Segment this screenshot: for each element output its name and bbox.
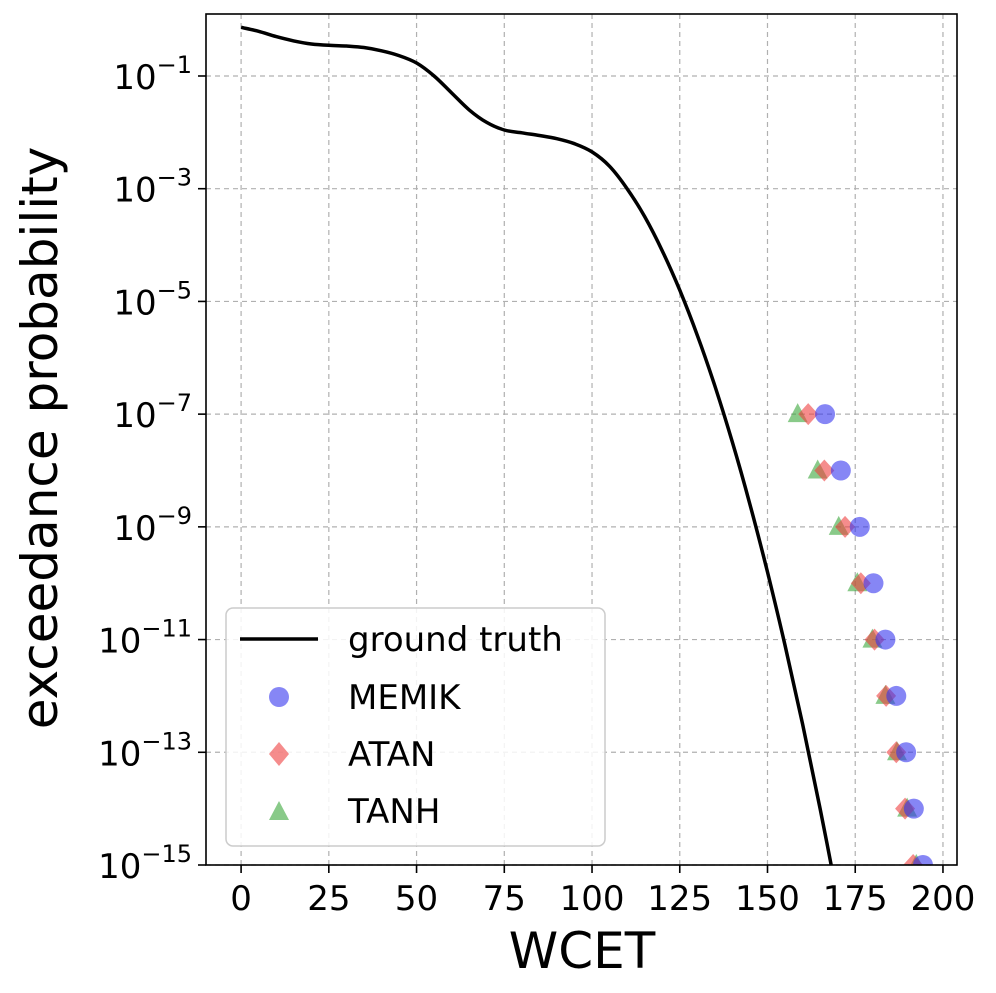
- x-tick-label: 150: [735, 879, 800, 919]
- atan-point: [835, 515, 856, 538]
- y-tick-label: 10−9: [113, 502, 192, 549]
- y-axis-title: exceedance probability: [11, 147, 69, 730]
- x-tick-label: 175: [823, 879, 888, 919]
- memik-point: [849, 516, 870, 537]
- memik-point: [886, 685, 907, 706]
- y-tick-label: 10−13: [98, 727, 192, 774]
- memik-point: [830, 460, 851, 481]
- x-tick-label: 125: [647, 879, 712, 919]
- legend-memik-label: MEMIK: [348, 678, 462, 718]
- x-tick-label: 200: [911, 879, 976, 919]
- legend-atan-marker: [269, 742, 289, 766]
- memik-point: [815, 404, 836, 425]
- memik-point: [863, 573, 884, 594]
- legend-memik-marker: [269, 687, 289, 707]
- y-tick-label: 10−5: [113, 276, 192, 323]
- y-tick-label: 10−1: [113, 51, 192, 98]
- memik-point: [903, 798, 924, 819]
- x-tick-label: 100: [560, 879, 625, 919]
- legend-tanh-marker: [269, 801, 289, 820]
- legend: ground truth MEMIK ATAN TANH: [225, 607, 606, 847]
- x-tick-label: 50: [395, 879, 438, 919]
- legend-atan-label: ATAN: [348, 735, 435, 775]
- x-tick-label: 25: [307, 879, 350, 919]
- memik-point: [896, 742, 917, 763]
- ticks: 0 25 50 75 100 125 150 175 200 10−1 10−3 10−5 10−7 10…: [98, 51, 975, 919]
- x-axis-title: WCET: [509, 922, 656, 980]
- y-tick-label: 10−3: [113, 164, 192, 211]
- x-tick-label: 75: [483, 879, 526, 919]
- y-tick-label: 10−11: [98, 615, 192, 662]
- plot-data: [240, 25, 933, 865]
- x-tick-label: 0: [230, 879, 252, 919]
- y-tick-label: 10−7: [113, 389, 192, 436]
- memik-point: [912, 855, 933, 865]
- legend-ground-truth-label: ground truth: [348, 620, 563, 660]
- legend-box: [225, 607, 606, 847]
- legend-tanh-label: TANH: [347, 792, 440, 832]
- axes-frame: [205, 13, 958, 866]
- atan-point: [798, 403, 819, 426]
- atan-point: [814, 459, 835, 482]
- ground-truth-line: [240, 25, 833, 865]
- memik-point: [875, 629, 896, 650]
- y-tick-label: 10−15: [98, 840, 192, 887]
